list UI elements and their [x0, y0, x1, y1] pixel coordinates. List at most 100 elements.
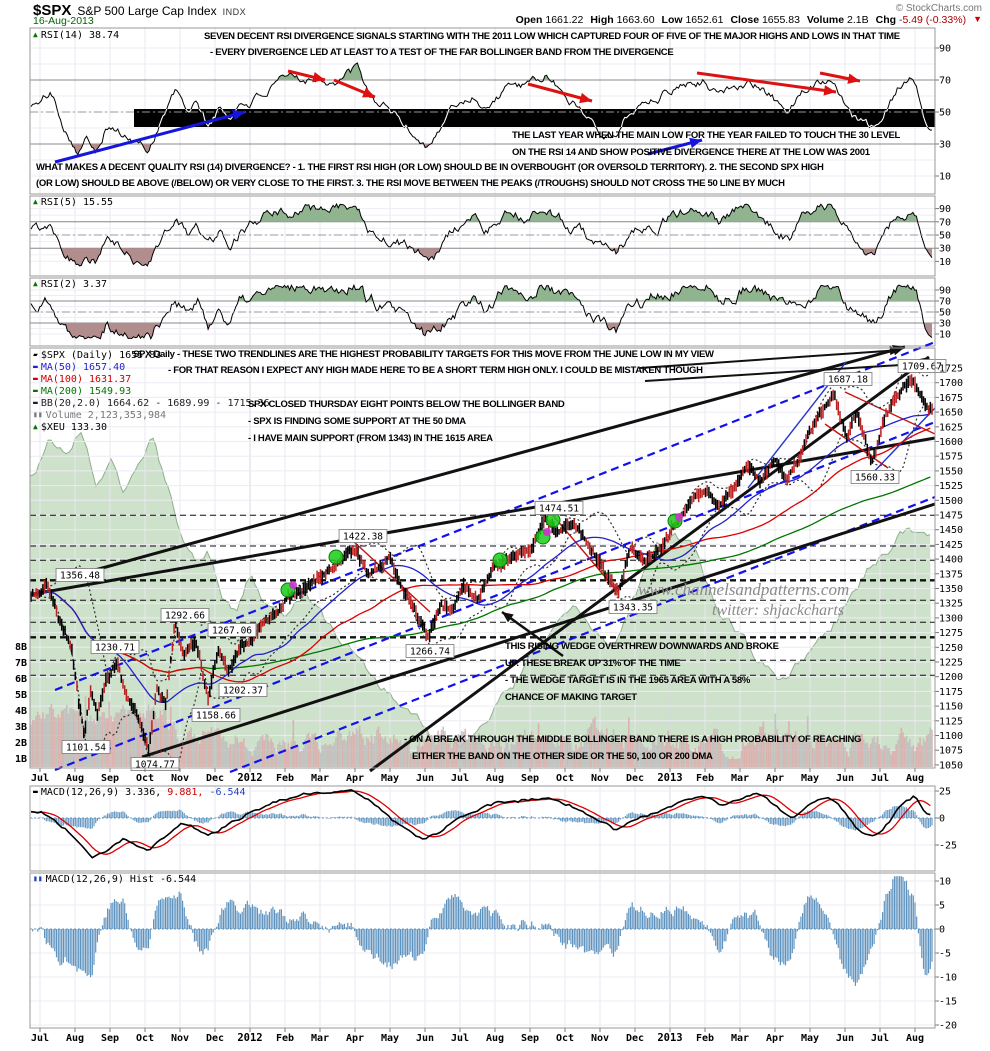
- svg-text:May: May: [381, 773, 399, 784]
- svg-text:Apr: Apr: [346, 773, 364, 784]
- svg-text:Nov: Nov: [171, 1033, 189, 1044]
- svg-text:1625: 1625: [939, 422, 963, 433]
- macd-hist-panel-graphics: 10 5 0 -5 -10 -15 -20 Jul Aug Sep Oct Nov Dec 2012 Feb…: [29, 872, 957, 1044]
- svg-text:May: May: [801, 773, 819, 784]
- rsi14-note-quality-2: (OR LOW) SHOULD BE ABOVE (/BELOW) OR VER…: [36, 178, 785, 189]
- svg-text:May: May: [381, 1033, 399, 1044]
- svg-text:Jun: Jun: [836, 773, 854, 784]
- svg-text:Dec: Dec: [626, 773, 644, 784]
- svg-text:1450: 1450: [939, 525, 963, 536]
- main-note-bollinger-1: SPX CLOSED THURSDAY EIGHT POINTS BELOW T…: [248, 399, 565, 410]
- svg-text:30: 30: [939, 140, 951, 151]
- svg-text:Apr: Apr: [766, 1033, 784, 1044]
- rsi14-note-2001-2: ON THE RSI 14 AND SHOW POSITIVE DIVERGEN…: [512, 147, 870, 158]
- main-note-break-1: - ON A BREAK THROUGH THE MIDDLE BOLLINGE…: [404, 734, 862, 745]
- rsi14-note-divergences-1: SEVEN DECENT RSI DIVERGENCE SIGNALS STAR…: [204, 31, 900, 42]
- bb-legend: ▬ BB(20,2.0) 1664.62 - 1689.99 - 1715.36: [33, 398, 270, 409]
- watermark-twitter: twitter: shjackcharts: [712, 602, 844, 619]
- ma100-legend: ▬ MA(100) 1631.37: [33, 374, 132, 385]
- svg-text:1400: 1400: [939, 555, 963, 566]
- svg-text:50: 50: [939, 308, 951, 319]
- svg-text:1375: 1375: [939, 569, 963, 580]
- svg-text:-10: -10: [939, 973, 957, 984]
- change-down-icon: ▼: [973, 14, 982, 24]
- svg-text:1422.38: 1422.38: [343, 532, 383, 543]
- ma50-legend: ▬ MA(50) 1657.40: [33, 362, 126, 373]
- svg-text:1650: 1650: [939, 408, 963, 419]
- svg-text:1356.48: 1356.48: [60, 571, 100, 582]
- header: $SPX S&P 500 Large Cap Index INDX: [33, 2, 246, 19]
- svg-text:1267.06: 1267.06: [212, 626, 252, 637]
- svg-text:Jul: Jul: [871, 1033, 889, 1044]
- svg-text:1101.54: 1101.54: [66, 743, 106, 754]
- svg-text:1150: 1150: [939, 702, 963, 713]
- svg-text:2012: 2012: [237, 772, 262, 784]
- svg-text:-15: -15: [939, 997, 957, 1008]
- svg-text:Nov: Nov: [171, 773, 189, 784]
- svg-text:1050: 1050: [939, 760, 963, 771]
- svg-text:1175: 1175: [939, 687, 963, 698]
- svg-text:7B: 7B: [15, 658, 27, 669]
- svg-text:1560.33: 1560.33: [855, 473, 895, 484]
- main-note-wedge-1: THIS RISING WEDGE OVERTHREW DOWNWARDS AN…: [505, 641, 779, 652]
- svg-text:Oct: Oct: [556, 1033, 574, 1044]
- svg-text:10: 10: [939, 877, 951, 888]
- svg-text:10: 10: [939, 330, 951, 341]
- svg-text:2013: 2013: [657, 1032, 682, 1044]
- rsi2-legend: ▲ RSI(2) 3.37: [33, 279, 108, 290]
- svg-text:70: 70: [939, 297, 951, 308]
- bb-line-icon: ▬: [33, 398, 38, 407]
- svg-text:2B: 2B: [15, 738, 27, 749]
- svg-text:Mar: Mar: [731, 1033, 749, 1044]
- macd-legend: ▬ MACD(12,26,9) 3.336, 9.881, -6.544: [33, 787, 246, 798]
- high-value: 1663.60: [616, 14, 655, 26]
- svg-text:Jul: Jul: [451, 1033, 469, 1044]
- svg-text:1474.51: 1474.51: [539, 504, 579, 515]
- svg-text:1300: 1300: [939, 613, 963, 624]
- symbol: $SPX: [33, 2, 72, 19]
- svg-text:25: 25: [939, 787, 951, 798]
- svg-text:4B: 4B: [15, 706, 27, 717]
- svg-text:90: 90: [939, 44, 951, 55]
- hist-bars-icon: ▮▮: [33, 874, 43, 883]
- svg-text:Sep: Sep: [101, 1033, 119, 1044]
- svg-text:Feb: Feb: [276, 773, 294, 784]
- xeu-legend: ▲ $XEU 133.30: [33, 422, 108, 433]
- svg-text:1100: 1100: [939, 731, 963, 742]
- rsi5-legend: ▲ RSI(5) 15.55: [33, 197, 114, 208]
- svg-text:30: 30: [939, 319, 951, 330]
- ohlc-quote-bar: Open 1661.22 High 1663.60 Low 1652.61 Cl…: [515, 14, 982, 26]
- svg-text:Jul: Jul: [31, 773, 49, 784]
- svg-text:2012: 2012: [237, 1032, 262, 1044]
- svg-text:Jun: Jun: [836, 1033, 854, 1044]
- svg-text:Aug: Aug: [66, 1033, 84, 1044]
- svg-text:-20: -20: [939, 1021, 957, 1032]
- open-value: 1661.22: [545, 14, 584, 26]
- svg-text:Nov: Nov: [591, 773, 609, 784]
- svg-text:Jul: Jul: [31, 1033, 49, 1044]
- main-note-wedge-2: UP. THESE BREAK UP 31% OF THE TIME: [505, 658, 681, 669]
- svg-text:1350: 1350: [939, 584, 963, 595]
- svg-text:Mar: Mar: [311, 1033, 329, 1044]
- volume-bars-icon: ▮▮: [33, 410, 43, 419]
- svg-text:Oct: Oct: [556, 773, 574, 784]
- svg-text:70: 70: [939, 76, 951, 87]
- spx-legend: ▰ $SPX (Daily) 1655.83: [33, 350, 162, 361]
- low-value: 1652.61: [685, 14, 724, 26]
- svg-text:70: 70: [939, 217, 951, 228]
- svg-text:1125: 1125: [939, 716, 963, 727]
- main-note-bollinger-3: - I HAVE MAIN SUPPORT (FROM 1343) IN THE…: [248, 433, 493, 444]
- svg-text:5B: 5B: [15, 690, 27, 701]
- svg-text:Sep: Sep: [101, 773, 119, 784]
- svg-text:Jul: Jul: [451, 773, 469, 784]
- svg-text:Apr: Apr: [766, 773, 784, 784]
- svg-text:1074.77: 1074.77: [135, 760, 175, 771]
- svg-text:1675: 1675: [939, 393, 963, 404]
- svg-text:1266.74: 1266.74: [410, 647, 450, 658]
- symbol-name: S&P 500 Large Cap Index: [77, 4, 217, 18]
- ma100-line-icon: ▬: [33, 374, 38, 383]
- svg-text:1250: 1250: [939, 643, 963, 654]
- main-note-trendlines-1: SPX Daily - THESE TWO TRENDLINES ARE THE…: [133, 349, 714, 360]
